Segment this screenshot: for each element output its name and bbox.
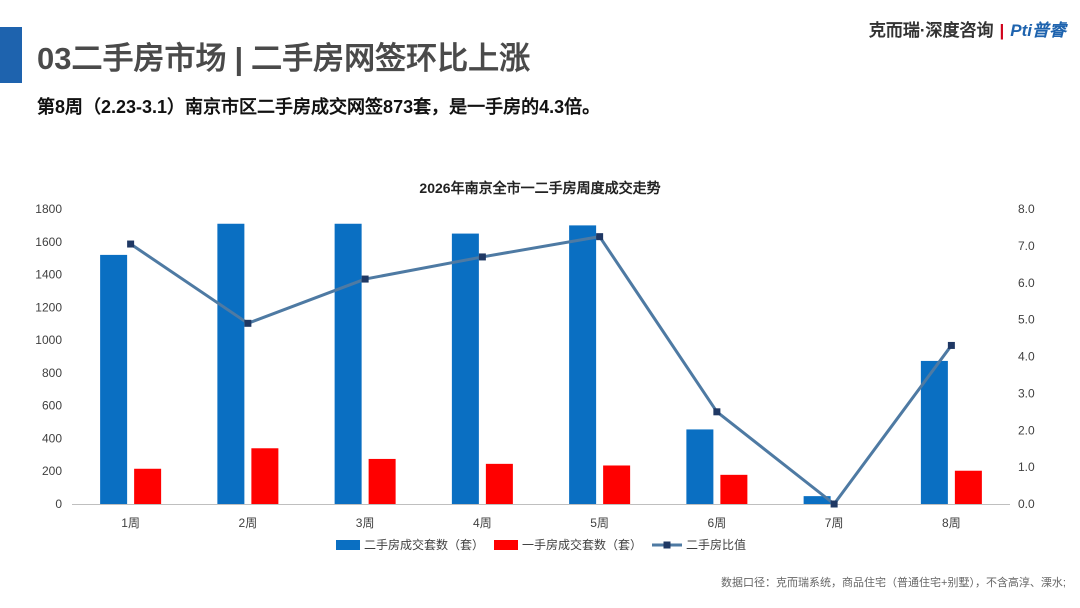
bar-second-hand xyxy=(803,496,831,504)
y-right-tick-label: 1.0 xyxy=(1018,460,1035,474)
bar-new-home xyxy=(720,474,748,504)
headline: 第8周（2.23-3.1）南京市区二手房成交网签873套，是一手房的4.3倍。 xyxy=(37,97,601,117)
ratio-point xyxy=(478,253,486,261)
ratio-point xyxy=(713,408,721,416)
y-right-tick-label: 0.0 xyxy=(1018,497,1035,511)
x-tick-label: 7周 xyxy=(825,516,844,530)
chart-legend: 二手房成交套数（套） 一手房成交套数（套） 二手房比值 xyxy=(336,537,746,552)
y-left-tick-label: 600 xyxy=(42,399,62,413)
bar-second-hand xyxy=(334,223,362,504)
y-left-tick-label: 1400 xyxy=(35,268,62,282)
legend-label-ratio: 二手房比值 xyxy=(686,537,746,552)
bar-second-hand xyxy=(686,429,714,504)
data-source-note: 数据口径：克而瑞系统，商品住宅（普通住宅+别墅），不含高淳、溧水; xyxy=(721,577,1066,589)
ratio-line xyxy=(129,235,953,506)
bar-new-home xyxy=(251,448,279,504)
y-left-tick-label: 1000 xyxy=(35,333,62,347)
ratio-point xyxy=(830,500,838,508)
title-accent-bar xyxy=(0,27,22,83)
x-tick-label: 2周 xyxy=(239,516,258,530)
ratio-point xyxy=(947,341,955,349)
y-left-tick-label: 1200 xyxy=(35,300,62,314)
bar-new-home xyxy=(368,458,396,504)
y-right-tick-label: 2.0 xyxy=(1018,423,1035,437)
y-right-tick-label: 5.0 xyxy=(1018,313,1035,327)
x-tick-label: 8周 xyxy=(942,516,961,530)
y-right-tick-label: 7.0 xyxy=(1018,239,1035,253)
ratio-point xyxy=(244,319,252,327)
y-axis-left: 0 200 400 600 800 1000 1200 1400 1600 1800 xyxy=(35,202,62,511)
legend-swatch-second-hand xyxy=(336,540,360,550)
y-right-tick-label: 3.0 xyxy=(1018,386,1035,400)
x-tick-label: 5周 xyxy=(590,516,609,530)
legend-swatch-ratio-marker xyxy=(663,541,671,549)
ratio-point xyxy=(596,233,604,241)
x-tick-label: 4周 xyxy=(473,516,492,530)
bar-second-hand xyxy=(451,233,479,505)
y-left-tick-label: 400 xyxy=(42,431,62,445)
x-axis-labels: 1周 2周 3周 4周 5周 6周 7周 8周 xyxy=(121,516,960,530)
y-axis-right: 0.0 1.0 2.0 3.0 4.0 5.0 6.0 7.0 8.0 xyxy=(1018,202,1035,511)
bar-second-hand xyxy=(217,223,245,504)
bar-new-home xyxy=(134,468,162,504)
ratio-point xyxy=(127,240,135,248)
section-title: 03二手房市场 xyxy=(37,41,227,76)
y-left-tick-label: 800 xyxy=(42,366,62,380)
legend-label-new-home: 一手房成交套数（套） xyxy=(522,537,642,552)
y-right-tick-label: 8.0 xyxy=(1018,202,1035,216)
page-title: 03二手房市场 | 二手房网签环比上涨 xyxy=(37,33,530,78)
bar-second-hand xyxy=(100,254,128,504)
bar-new-home xyxy=(954,470,982,504)
x-tick-label: 6周 xyxy=(708,516,727,530)
x-tick-label: 1周 xyxy=(121,516,140,530)
section-subtitle: 二手房网签环比上涨 xyxy=(251,41,531,76)
bar-new-home xyxy=(485,463,513,504)
bar-new-home xyxy=(603,465,631,504)
title-separator: | xyxy=(234,41,244,76)
bar-second-hand xyxy=(569,225,597,504)
y-left-tick-label: 1600 xyxy=(35,235,62,249)
bar-second-hand xyxy=(920,360,948,504)
x-tick-label: 3周 xyxy=(356,516,375,530)
brand-logo-text: Pti普睿 xyxy=(1010,21,1066,40)
y-right-tick-label: 4.0 xyxy=(1018,350,1035,364)
brand-logo: 克而瑞·深度咨询 | Pti普睿 xyxy=(869,16,1066,41)
y-right-tick-label: 6.0 xyxy=(1018,276,1035,290)
bar-series xyxy=(100,223,982,505)
y-left-tick-label: 0 xyxy=(55,497,62,511)
ratio-point xyxy=(361,275,369,283)
ratio-line-series xyxy=(127,233,955,508)
y-left-tick-label: 1800 xyxy=(35,202,62,216)
brand-name: 克而瑞·深度咨询 xyxy=(868,21,994,40)
legend-label-second-hand: 二手房成交套数（套） xyxy=(364,537,484,552)
legend-swatch-new-home xyxy=(494,540,518,550)
chart-title: 2026年南京全市一二手房周度成交走势 xyxy=(419,180,660,196)
brand-pipe: | xyxy=(999,21,1005,40)
y-left-tick-label: 200 xyxy=(42,464,62,478)
